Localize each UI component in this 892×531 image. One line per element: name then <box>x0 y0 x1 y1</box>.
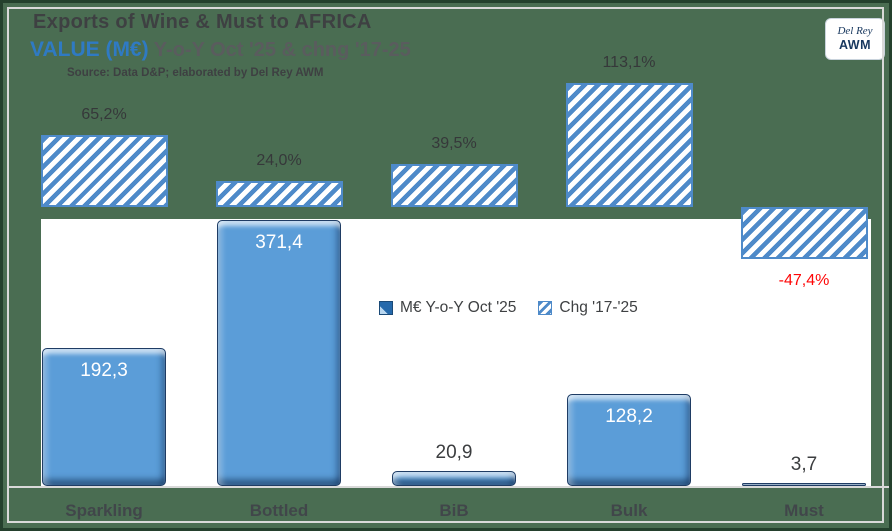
legend-label-me: M€ Y-o-Y Oct '25 <box>400 299 517 316</box>
logo-awm-text: AWM <box>838 38 872 53</box>
category-axis-line <box>8 486 889 488</box>
chg-bar-must <box>740 207 868 259</box>
chart-title: Exports of Wine & Must to AFRICA <box>33 11 372 33</box>
value-bar-sparkling <box>42 348 166 486</box>
value-bar-must <box>742 483 866 486</box>
legend-marker-hatch-icon <box>538 301 553 315</box>
category-label-bib: BiB <box>439 501 469 520</box>
chart-subtitle: VALUE (M€) Y-o-Y Oct '25 & chng '17-25 <box>30 38 411 62</box>
chg-label-bulk: 113,1% <box>602 53 656 71</box>
category-label-bottled: Bottled <box>249 501 309 520</box>
legend-marker-solid-icon <box>379 301 393 315</box>
plot-area <box>41 219 871 486</box>
value-bar-bib <box>392 471 516 486</box>
value-label-bib: 20,9 <box>435 442 473 463</box>
subtitle-rest-part: Y-o-Y Oct '25 & chng '17-25 <box>148 39 411 61</box>
chg-bar-bulk <box>565 82 693 207</box>
value-label-must: 3,7 <box>790 454 818 475</box>
chg-bar-bib <box>390 163 518 207</box>
logo-delrey-text: Del Rey <box>837 25 873 38</box>
legend: M€ Y-o-Y Oct '25 Chg '17-'25 <box>379 299 638 317</box>
value-label-bulk: 128,2 <box>605 406 653 428</box>
category-label-must: Must <box>784 501 824 520</box>
value-label-bottled: 371,4 <box>255 231 303 253</box>
category-label-bulk: Bulk <box>610 501 648 520</box>
chg-label-bib: 39,5% <box>431 134 477 152</box>
category-label-sparkling: Sparkling <box>65 501 143 520</box>
value-label-sparkling: 192,3 <box>80 360 128 382</box>
chg-label-bottled: 24,0% <box>256 151 302 169</box>
subtitle-value-part: VALUE (M€) <box>30 38 149 61</box>
value-bar-bulk <box>567 394 691 486</box>
chg-bar-bottled <box>215 180 343 207</box>
legend-entry-me: M€ Y-o-Y Oct '25 <box>379 299 516 317</box>
legend-label-chg: Chg '17-'25 <box>559 299 638 316</box>
legend-entry-chg: Chg '17-'25 <box>538 299 638 317</box>
delrey-awm-logo: Del Rey AWM <box>825 18 885 60</box>
source-note: Source: Data D&P; elaborated by Del Rey … <box>67 67 324 79</box>
chg-label-must: -47,4% <box>778 271 830 289</box>
chg-label-sparkling: 65,2% <box>81 106 127 124</box>
value-bar-bottled <box>217 219 341 486</box>
chg-bar-sparkling <box>40 135 168 207</box>
